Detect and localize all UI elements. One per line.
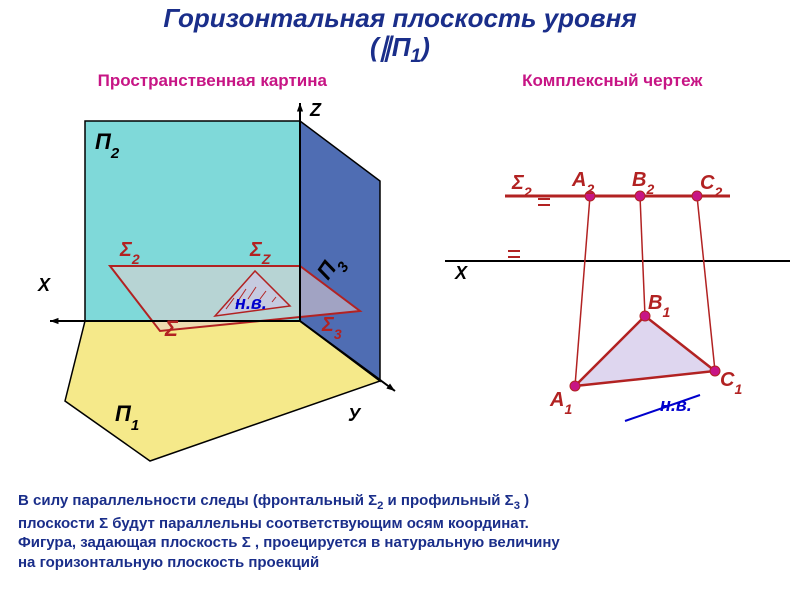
bt-s2: Σ	[368, 492, 377, 509]
complex-drawing: XΣ2A2B2C2A1B1C1н.в.	[400, 91, 800, 481]
svg-text:н.в.: н.в.	[235, 293, 267, 313]
svg-text:A1: A1	[549, 389, 572, 417]
bt-1a: В силу параллельности следы (фронтальный	[18, 492, 368, 509]
svg-text:C1: C1	[720, 369, 742, 397]
svg-text:Z: Z	[309, 100, 322, 120]
svg-text:X: X	[37, 275, 51, 295]
bt-3s: Σ	[242, 534, 251, 551]
title-parallel: ∥	[379, 32, 392, 62]
diagrams-row: ZXУП2П1П3Σ2ΣZΣ3Σн.в. XΣ2A2B2C2A1B1C1н.в.	[0, 91, 800, 481]
bt-3b: , проецируется в натуральную величину	[251, 534, 560, 551]
svg-text:A2: A2	[571, 169, 594, 197]
title-paren-close: )	[421, 32, 430, 62]
spatial-diagram: ZXУП2П1П3Σ2ΣZΣ3Σн.в.	[0, 91, 400, 481]
main-title: Горизонтальная плоскость уровня (∥П1)	[0, 0, 800, 67]
title-sub: 1	[410, 45, 421, 67]
bt-1b: и профильный	[383, 492, 504, 509]
bt-1c: )	[520, 492, 529, 509]
subtitle-right: Комплексный чертеж	[522, 71, 702, 91]
subtitle-row: Пространственная картина Комплексный чер…	[0, 71, 800, 91]
subtitle-left: Пространственная картина	[98, 71, 327, 91]
svg-text:X: X	[454, 263, 468, 283]
bt-2b: будут параллельны соответствующим осям к…	[108, 515, 529, 532]
title-line1: Горизонтальная плоскость уровня	[163, 3, 636, 33]
svg-text:н.в.: н.в.	[660, 395, 692, 415]
right-panel: XΣ2A2B2C2A1B1C1н.в.	[400, 91, 800, 481]
bt-3a: Фигура, задающая плоскость	[18, 534, 242, 551]
title-paren-open: (	[370, 32, 379, 62]
bt-s3: Σ	[505, 492, 514, 509]
bt-4: на горизонтальную плоскость проекций	[18, 554, 319, 571]
title-pi: П	[392, 32, 411, 62]
svg-text:У: У	[348, 405, 362, 425]
bt-2s: Σ	[99, 515, 108, 532]
bottom-text: В силу параллельности следы (фронтальный…	[0, 481, 800, 572]
svg-text:B1: B1	[648, 292, 670, 320]
bt-2a: плоскости	[18, 515, 99, 532]
svg-text:Σ: Σ	[164, 316, 179, 341]
left-panel: ZXУП2П1П3Σ2ΣZΣ3Σн.в.	[0, 91, 400, 481]
